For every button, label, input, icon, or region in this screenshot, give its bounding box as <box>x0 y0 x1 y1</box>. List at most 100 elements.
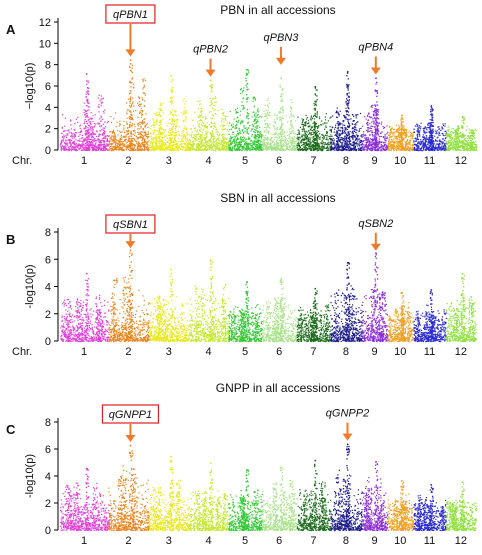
snp-point <box>324 136 325 137</box>
snp-point <box>205 116 206 117</box>
snp-point <box>269 139 270 140</box>
snp-point <box>73 143 74 144</box>
snp-point <box>62 114 63 115</box>
snp-point <box>318 138 319 139</box>
snp-point <box>199 120 200 121</box>
snp-point <box>267 139 268 140</box>
snp-point <box>311 132 312 133</box>
snp-point <box>288 138 289 139</box>
snp-point <box>255 127 256 128</box>
snp-point <box>198 108 199 109</box>
snp-point <box>145 146 146 147</box>
snp-point <box>198 101 199 102</box>
snp-point <box>247 74 248 75</box>
snp-point <box>242 137 243 138</box>
snp-point <box>110 116 111 117</box>
snp-point <box>329 138 330 139</box>
snp-point <box>186 129 187 130</box>
snp-point <box>265 137 266 138</box>
snp-point <box>82 143 83 144</box>
snp-point <box>349 96 350 97</box>
snp-point <box>280 85 281 86</box>
snp-point <box>117 145 118 146</box>
snp-point <box>87 110 88 111</box>
snp-point <box>87 105 88 106</box>
snp-point <box>82 135 83 136</box>
snp-point <box>88 136 89 137</box>
snp-point <box>308 126 309 127</box>
snp-point <box>355 143 356 144</box>
snp-point <box>220 125 221 126</box>
snp-point <box>338 146 339 147</box>
snp-point <box>93 145 94 146</box>
snp-point <box>88 135 89 136</box>
snp-point <box>289 138 290 139</box>
snp-point <box>71 136 72 137</box>
snp-point <box>136 141 137 142</box>
snp-point <box>221 148 222 149</box>
snp-point <box>63 138 64 139</box>
snp-point <box>115 138 116 139</box>
snp-point <box>316 146 317 147</box>
snp-point <box>80 128 81 129</box>
snp-point <box>84 122 85 123</box>
snp-point <box>216 140 217 141</box>
snp-point <box>224 125 225 126</box>
snp-point <box>289 129 290 130</box>
snp-point <box>183 141 184 142</box>
snp-point <box>162 137 163 138</box>
snp-point <box>282 93 283 94</box>
snp-point <box>310 134 311 135</box>
snp-point <box>163 112 164 113</box>
snp-point <box>302 131 303 132</box>
snp-point <box>179 126 180 127</box>
snp-point <box>316 139 317 140</box>
snp-peak-point <box>315 86 317 88</box>
snp-point <box>314 101 315 102</box>
snp-point <box>140 133 141 134</box>
snp-point <box>92 131 93 132</box>
snp-point <box>86 147 87 148</box>
snp-point <box>165 143 166 144</box>
snp-point <box>141 113 142 114</box>
snp-point <box>324 144 325 145</box>
snp-point <box>329 144 330 145</box>
snp-point <box>109 140 110 141</box>
snp-point <box>170 97 171 98</box>
snp-point <box>324 137 325 138</box>
snp-point <box>281 120 282 121</box>
snp-point <box>301 140 302 141</box>
snp-point <box>101 99 102 100</box>
snp-point <box>348 126 349 127</box>
snp-point <box>283 150 284 151</box>
snp-point <box>325 119 326 120</box>
snp-point <box>176 125 177 126</box>
snp-point <box>165 129 166 130</box>
snp-point <box>315 131 316 132</box>
snp-point <box>254 149 255 150</box>
snp-point <box>122 143 123 144</box>
snp-point <box>310 118 311 119</box>
snp-point <box>248 70 249 71</box>
snp-point <box>72 136 73 137</box>
snp-point <box>280 112 281 113</box>
snp-point <box>162 146 163 147</box>
snp-point <box>133 84 134 85</box>
snp-point <box>314 124 315 125</box>
snp-point <box>259 140 260 141</box>
snp-point <box>306 137 307 138</box>
snp-point <box>157 143 158 144</box>
snp-point <box>214 123 215 124</box>
snp-peak-point <box>130 59 132 61</box>
snp-point <box>80 131 81 132</box>
snp-point <box>123 129 124 130</box>
snp-point <box>174 148 175 149</box>
snp-point <box>363 131 364 132</box>
snp-point <box>171 112 172 113</box>
snp-point <box>182 135 183 136</box>
snp-point <box>86 130 87 131</box>
snp-point <box>127 109 128 110</box>
snp-point <box>142 142 143 143</box>
snp-point <box>176 115 177 116</box>
snp-point <box>329 146 330 147</box>
